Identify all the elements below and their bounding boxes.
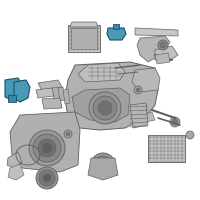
Circle shape (170, 117, 180, 127)
Polygon shape (132, 68, 160, 92)
Polygon shape (7, 152, 22, 168)
Polygon shape (5, 78, 22, 100)
Circle shape (101, 162, 106, 168)
Polygon shape (52, 87, 60, 99)
Circle shape (38, 139, 56, 157)
Circle shape (66, 132, 70, 136)
Polygon shape (107, 28, 126, 40)
Polygon shape (65, 62, 158, 130)
Circle shape (33, 134, 61, 162)
Polygon shape (70, 22, 98, 27)
Circle shape (93, 96, 117, 120)
Circle shape (43, 174, 51, 182)
Circle shape (39, 170, 55, 186)
Bar (113, 24, 119, 29)
Polygon shape (63, 89, 70, 104)
Circle shape (94, 156, 112, 174)
Circle shape (160, 42, 166, 48)
Circle shape (134, 86, 142, 94)
Circle shape (172, 119, 178, 125)
Circle shape (158, 40, 168, 50)
Bar (8, 95, 16, 102)
Bar (148, 135, 185, 162)
Circle shape (186, 131, 194, 139)
Polygon shape (8, 164, 24, 180)
Circle shape (42, 143, 52, 153)
Polygon shape (42, 98, 62, 109)
Circle shape (136, 88, 140, 92)
Circle shape (89, 92, 121, 124)
Polygon shape (135, 28, 178, 36)
Polygon shape (130, 103, 148, 128)
Circle shape (64, 130, 72, 138)
Polygon shape (36, 88, 54, 98)
Polygon shape (138, 112, 155, 123)
Polygon shape (155, 46, 178, 62)
Bar (71, 28, 97, 49)
Polygon shape (72, 88, 130, 122)
Circle shape (98, 101, 112, 115)
Circle shape (36, 167, 58, 189)
Polygon shape (58, 87, 65, 101)
Polygon shape (38, 80, 62, 91)
Polygon shape (78, 63, 125, 82)
Polygon shape (88, 158, 118, 180)
Bar (68, 25, 100, 52)
Circle shape (91, 153, 115, 177)
Circle shape (29, 130, 65, 166)
Polygon shape (10, 112, 80, 172)
Polygon shape (137, 36, 170, 62)
Circle shape (98, 160, 108, 170)
Polygon shape (155, 53, 170, 64)
Polygon shape (14, 80, 30, 102)
